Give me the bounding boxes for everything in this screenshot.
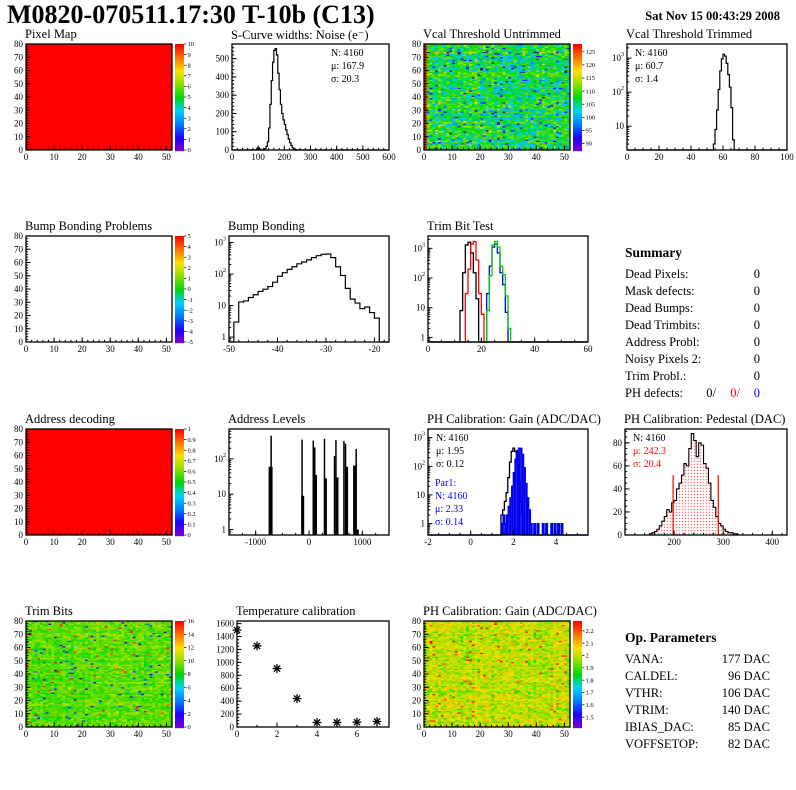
param-label: Dead Pixels:	[625, 267, 689, 281]
param-row: Mask defects: 0	[597, 284, 796, 301]
param-value: 106 DAC	[721, 686, 770, 700]
plot-title: Address decoding	[25, 412, 115, 426]
plot-cell-address-levels: Address Levels	[199, 412, 398, 598]
param-row: Address Probl: 0	[597, 335, 796, 352]
plot-title: PH Calibration: Gain (ADC/DAC)	[423, 604, 597, 618]
param-label: VANA:	[625, 652, 663, 666]
param-value: 0	[753, 335, 760, 349]
plot-cell-address-decoding: Address decoding	[0, 412, 199, 598]
ph-gain-hist-canvas	[398, 424, 597, 574]
param-value: 82 DAC	[727, 737, 770, 751]
param-value: 0	[753, 352, 760, 366]
trim-bits-canvas	[0, 616, 199, 766]
plot-cell-vcal-untrimmed: Vcal Threshold Untrimmed	[398, 27, 597, 213]
param-row: Noisy Pixels 2: 0	[597, 352, 796, 369]
param-row: Dead Bumps: 0	[597, 301, 796, 318]
param-label: VTRIM:	[625, 703, 669, 717]
plot-cell-temp-calibration: Temperature calibration	[199, 604, 398, 790]
param-value: 140 DAC	[721, 703, 770, 717]
plot-cell-trim-bits: Trim Bits	[0, 604, 199, 790]
summary-panel: Summary Dead Pixels: 0 Mask defects: 0 Dead …	[597, 219, 796, 405]
plot-cell-trim-bit-test: Trim Bit Test	[398, 219, 597, 405]
param-value: 0	[753, 267, 760, 281]
param-row: Trim Probl.: 0	[597, 369, 796, 386]
trim-bit-test-canvas	[398, 231, 597, 381]
vcal-trimmed-canvas	[597, 39, 796, 189]
param-value: 0/	[730, 386, 740, 400]
param-row: CALDEL: 96 DAC	[597, 669, 796, 686]
scurve-noise-canvas	[199, 39, 398, 189]
param-label: Address Probl:	[625, 335, 700, 349]
plot-title: Bump Bonding Problems	[25, 219, 153, 233]
param-label: CALDEL:	[625, 669, 678, 683]
plot-title: Trim Bit Test	[427, 219, 494, 233]
param-label: VTHR:	[625, 686, 663, 700]
plot-cell-bump-problems: Bump Bonding Problems	[0, 219, 199, 405]
param-label: Trim Probl.:	[625, 369, 687, 383]
param-label: Mask defects:	[625, 284, 695, 298]
param-label: PH defects:	[625, 386, 683, 400]
plot-title: Pixel Map	[25, 27, 77, 41]
op-parameters-title: Op. Parameters	[625, 630, 717, 645]
param-row: Dead Pixels: 0	[597, 267, 796, 284]
param-row: VOFFSETOP: 82 DAC	[597, 737, 796, 754]
plot-title: Vcal Threshold Untrimmed	[423, 27, 561, 41]
vcal-untrimmed-canvas	[398, 39, 597, 189]
param-row: VANA: 177 DAC	[597, 652, 796, 669]
plot-cell-vcal-trimmed: Vcal Threshold Trimmed	[597, 27, 796, 213]
plot-title: S-Curve widths: Noise (e⁻)	[231, 28, 369, 42]
plot-title: Bump Bonding	[228, 219, 305, 233]
plot-title: PH Calibration: Pedestal (DAC)	[624, 412, 786, 426]
param-value: 96 DAC	[727, 669, 770, 683]
param-row: VTHR: 106 DAC	[597, 686, 796, 703]
param-value: 177 DAC	[721, 652, 770, 666]
plot-cell-scurve-noise: S-Curve widths: Noise (e⁻)	[199, 27, 398, 213]
plot-title: Vcal Threshold Trimmed	[626, 27, 753, 41]
param-label: IBIAS_DAC:	[625, 720, 694, 734]
ph-pedestal-canvas	[597, 424, 796, 574]
bump-bonding-canvas	[199, 231, 398, 381]
op-parameters-panel: Op. Parameters VANA: 177 DAC CALDEL: 96 DAC…	[597, 604, 796, 790]
param-value: 0	[753, 284, 760, 298]
op-parameters-rows: VANA: 177 DAC CALDEL: 96 DAC VTHR: 106 DAC VTR…	[597, 652, 796, 754]
param-value: 0	[753, 369, 760, 383]
plot-cell-ph-pedestal: PH Calibration: Pedestal (DAC)	[597, 412, 796, 598]
plot-cell-bump-bonding: Bump Bonding	[199, 219, 398, 405]
param-label: Noisy Pixels 2:	[625, 352, 702, 366]
plot-title: Temperature calibration	[236, 604, 356, 618]
param-row: PH defects: 0/0/0	[597, 386, 796, 403]
param-row: Dead Trimbits: 0	[597, 318, 796, 335]
param-value: 0	[753, 318, 760, 332]
plot-cell-ph-gain-hist: PH Calibration: Gain (ADC/DAC)	[398, 412, 601, 598]
plot-cell-pixel-map: Pixel Map	[0, 27, 199, 213]
param-value: 0/	[706, 386, 716, 400]
temp-calibration-canvas	[199, 616, 398, 766]
param-value: 0	[753, 386, 760, 400]
timestamp: Sat Nov 15 00:43:29 2008	[645, 9, 780, 23]
plot-title: PH Calibration: Gain (ADC/DAC)	[427, 412, 601, 426]
address-decoding-canvas	[0, 424, 199, 574]
page-title: M0820-070511.17:30 T-10b (C13)	[7, 0, 375, 29]
param-value: 0	[753, 301, 760, 315]
plot-cell-ph-gain-map: PH Calibration: Gain (ADC/DAC)	[398, 604, 597, 790]
summary-rows: Dead Pixels: 0 Mask defects: 0 Dead Bumps: 0 D…	[597, 267, 796, 403]
param-label: Dead Bumps:	[625, 301, 694, 315]
plot-title: Trim Bits	[25, 604, 73, 618]
ph-gain-map-canvas	[398, 616, 597, 766]
param-value: 85 DAC	[727, 720, 770, 734]
address-levels-canvas	[199, 424, 398, 574]
bump-problems-canvas	[0, 231, 199, 381]
param-row: IBIAS_DAC: 85 DAC	[597, 720, 796, 737]
pixel-map-canvas	[0, 39, 199, 189]
plot-title: Address Levels	[228, 412, 306, 426]
summary-title: Summary	[625, 245, 682, 260]
param-label: VOFFSETOP:	[625, 737, 699, 751]
param-row: VTRIM: 140 DAC	[597, 703, 796, 720]
param-label: Dead Trimbits:	[625, 318, 701, 332]
